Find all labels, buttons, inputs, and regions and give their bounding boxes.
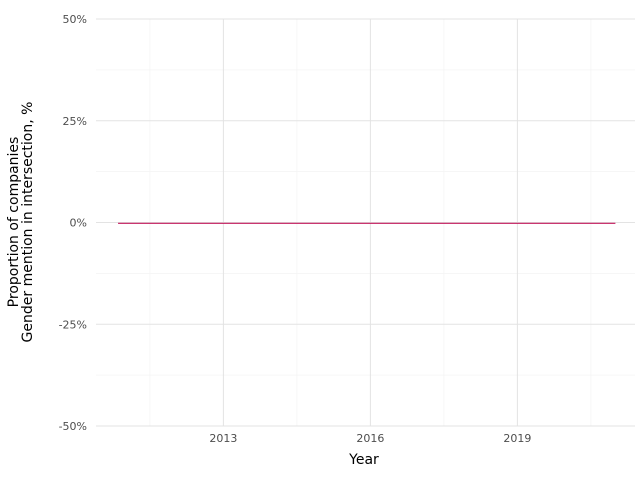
y-tick-label: 50% [63,13,87,26]
y-axis-tick-labels: 50% 25% 0% -25% -50% [59,13,87,433]
y-tick-label: -25% [59,318,87,331]
major-gridlines [96,18,635,427]
y-axis-title-line-1: Proportion of companies [6,137,22,308]
x-axis-title: Year [348,452,379,468]
y-tick-label: 0% [70,217,87,230]
y-tick-label: -50% [59,420,87,433]
y-axis-title-line-2: Gender mention in intersection, % [20,102,36,343]
x-tick-label: 2019 [503,432,531,445]
x-axis-tick-labels: 2013 2016 2019 [209,432,531,445]
x-tick-label: 2016 [356,432,384,445]
x-tick-label: 2013 [209,432,237,445]
y-tick-label: 25% [63,115,87,128]
